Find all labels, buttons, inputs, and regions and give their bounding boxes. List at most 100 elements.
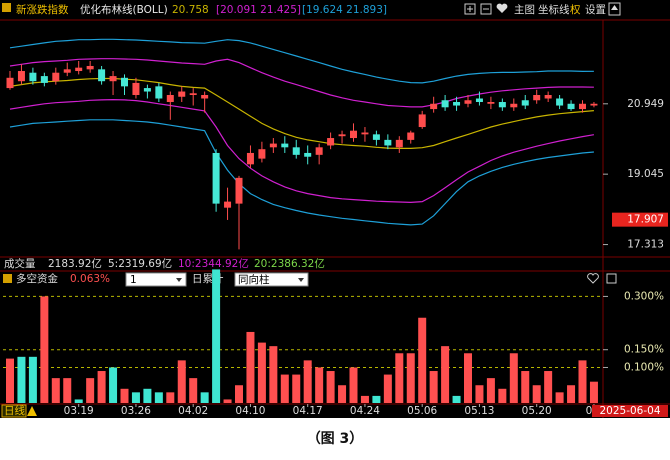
- band-line: [9, 119, 594, 226]
- mode-dropdown-value: 同向柱: [238, 273, 270, 286]
- bar: [189, 378, 198, 403]
- axis-button[interactable]: 坐标线: [538, 3, 570, 16]
- bar: [154, 392, 163, 403]
- rights-button[interactable]: 权: [570, 3, 581, 16]
- candle-body: [498, 102, 506, 108]
- x-tick-label: 04.02: [178, 405, 208, 417]
- x-tick-label: 05.13: [464, 405, 494, 417]
- bar: [120, 388, 129, 403]
- candle-body: [544, 95, 552, 99]
- zoom-in-button[interactable]: [464, 3, 476, 15]
- dropdown-arrow: [176, 278, 182, 282]
- param-dropdown[interactable]: [125, 272, 187, 287]
- band-line: [9, 98, 594, 204]
- candle-body: [224, 201, 232, 208]
- candle-body: [98, 69, 106, 82]
- candle-body: [6, 77, 14, 89]
- candle-body: [201, 95, 209, 99]
- candle-body: [212, 152, 220, 204]
- bar: [326, 371, 335, 403]
- volume-ma10: 10:2344.92亿: [178, 257, 249, 270]
- zoom-out-button[interactable]: [480, 3, 492, 15]
- panel-title: 多空资金: [16, 272, 58, 285]
- y-tick-label: 0.150%: [624, 344, 664, 356]
- candle-body: [453, 102, 461, 106]
- bar: [143, 388, 152, 403]
- candle-body: [338, 134, 346, 137]
- inner-band-values: [20.091 21.425]: [216, 4, 301, 16]
- bar: [395, 353, 404, 403]
- period-box[interactable]: [1, 404, 27, 418]
- band-line: [9, 77, 594, 149]
- x-tick-label: 04.10: [235, 405, 265, 417]
- y-tick-label: 0.100%: [624, 361, 664, 373]
- outer-band-values: [19.624 21.893]: [302, 4, 387, 16]
- caption: （图 3）: [306, 431, 364, 447]
- volume-ma20: 20:2386.32亿: [254, 257, 325, 270]
- bar: [246, 331, 255, 403]
- bar: [303, 360, 312, 403]
- help-icon[interactable]: [3, 274, 12, 283]
- bar: [567, 385, 576, 403]
- candle-body: [166, 95, 174, 103]
- candle-body: [86, 65, 94, 70]
- bar: [177, 360, 186, 403]
- main-chart-button[interactable]: 主图: [514, 4, 535, 16]
- candle-body: [132, 82, 140, 96]
- y-tick-label: 19.045: [627, 168, 664, 180]
- volume-label: 成交量: [4, 257, 36, 270]
- mode-dropdown[interactable]: [234, 272, 309, 287]
- bar: [97, 371, 106, 403]
- candle-body: [533, 95, 541, 101]
- favorite-button[interactable]: [587, 273, 599, 284]
- price-marker-label: 17.907: [627, 214, 664, 226]
- candle-body: [52, 72, 60, 82]
- bar: [257, 342, 266, 403]
- bar: [40, 296, 49, 403]
- period-label: 日线: [4, 404, 25, 417]
- bar: [578, 360, 587, 403]
- bar: [315, 367, 324, 403]
- chart-screen: 新涨跌指数 优化布林线(BOLL) 20.758 [20.091 21.425]…: [0, 0, 670, 418]
- candle-body: [189, 93, 197, 96]
- panel-value: 0.063%: [70, 273, 110, 285]
- icon-stroke: [611, 5, 618, 10]
- candle-body: [143, 88, 151, 92]
- candle-body: [235, 177, 243, 204]
- favorite-button[interactable]: [496, 3, 508, 13]
- x-tick-label: 04.17: [293, 405, 323, 417]
- settings-button[interactable]: 设置: [585, 4, 606, 16]
- candle-body: [418, 114, 426, 128]
- bar: [441, 346, 450, 403]
- candle-body: [441, 100, 449, 108]
- param-dropdown-value: 1: [130, 274, 137, 286]
- collapse-button[interactable]: [608, 2, 621, 16]
- candle-body: [475, 98, 483, 103]
- bar: [464, 353, 472, 403]
- bar: [418, 317, 427, 403]
- panel-close-button[interactable]: [606, 273, 617, 284]
- bar: [86, 378, 95, 403]
- date-box: [592, 405, 668, 417]
- candle-body: [567, 103, 575, 110]
- bar: [17, 356, 26, 403]
- candle-body: [281, 143, 289, 148]
- bar: [475, 385, 484, 403]
- bar: [28, 356, 37, 403]
- candle-body: [350, 130, 357, 139]
- bar: [509, 353, 518, 403]
- bar: [63, 378, 72, 403]
- candle-body: [292, 147, 300, 155]
- candle-body: [178, 91, 186, 97]
- band-line: [9, 58, 594, 108]
- candle-body: [155, 86, 163, 99]
- x-tick-label: 03.26: [121, 405, 151, 417]
- current-date: 2025-06-04: [599, 405, 660, 417]
- help-icon[interactable]: [2, 3, 11, 12]
- bar: [74, 399, 83, 403]
- dropdown-arrow: [298, 278, 304, 282]
- candle-body: [304, 152, 312, 157]
- x-tick-label: 05.06: [407, 405, 437, 417]
- candle-body: [556, 98, 564, 106]
- candle-body: [109, 76, 117, 82]
